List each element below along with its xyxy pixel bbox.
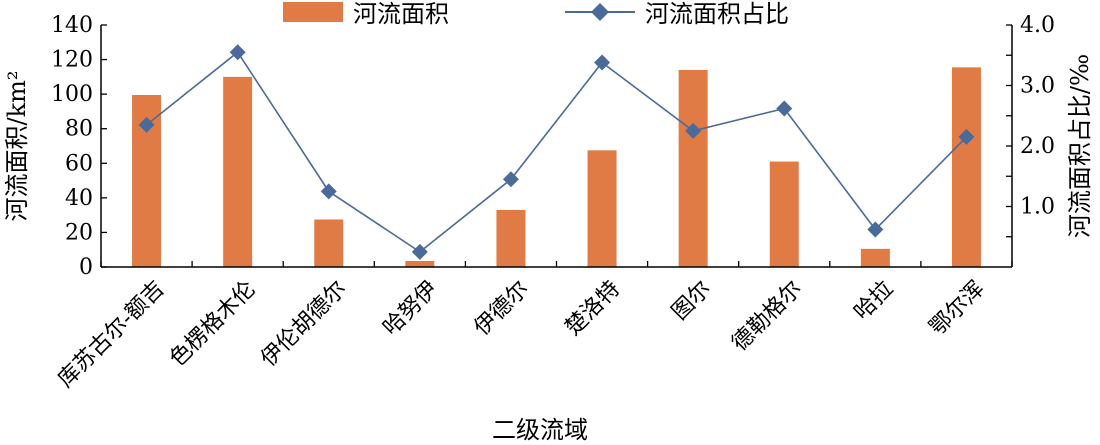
legend-label-ratio: 河流面积占比 — [645, 0, 789, 28]
x-axis-title: 二级流域 — [492, 416, 588, 444]
bar-6 — [678, 69, 708, 267]
ratio-point-4 — [502, 171, 519, 188]
left-tick-label-7: 140 — [51, 13, 93, 38]
legend-label-area: 河流面积 — [353, 0, 449, 28]
ratio-point-2 — [320, 183, 337, 200]
bar-3 — [405, 260, 435, 267]
x-tick-label-5: 楚洛特 — [561, 276, 625, 340]
ratio-point-0 — [138, 116, 155, 133]
right-tick-label-2: 3.0 — [1020, 74, 1055, 99]
legend: 河流面积 河流面积占比 — [283, 0, 789, 28]
left-tick-label-0: 0 — [79, 255, 93, 280]
legend-swatch-area — [283, 2, 343, 22]
left-tick-label-3: 60 — [65, 151, 93, 176]
x-tick-label-7: 德勒格尔 — [727, 276, 807, 356]
right-axis-title: 河流面积占比/‰ — [1066, 54, 1094, 238]
bar-2 — [314, 219, 344, 267]
bar-4 — [496, 209, 526, 267]
x-tick-label-8: 哈拉 — [850, 276, 899, 325]
ratio-point-9 — [958, 128, 975, 145]
x-tick-label-6: 图尔 — [667, 276, 716, 325]
left-tick-label-2: 40 — [65, 186, 93, 211]
bar-7 — [769, 161, 799, 267]
right-tick-label-1: 2.0 — [1020, 134, 1055, 159]
x-tick-label-3: 哈努伊 — [378, 276, 442, 340]
x-tick-label-0: 库苏古尔-额吉 — [53, 276, 169, 392]
bar-5 — [587, 150, 617, 267]
x-tick-label-1: 色楞格木伦 — [165, 276, 260, 371]
legend-marker-ratio — [591, 3, 609, 21]
ratio-point-7 — [776, 100, 793, 117]
left-tick-label-6: 120 — [51, 48, 93, 73]
left-tick-label-5: 100 — [51, 82, 93, 107]
ratio-point-3 — [411, 243, 428, 260]
ratio-point-8 — [867, 221, 884, 238]
ratio-point-6 — [685, 122, 702, 139]
x-tick-label-4: 伊德尔 — [470, 276, 534, 340]
left-tick-label-4: 80 — [65, 117, 93, 142]
ratio-point-5 — [594, 54, 611, 71]
x-tick-label-2: 伊伦胡德尔 — [256, 276, 351, 371]
left-axis-title: 河流面积/km² — [3, 70, 31, 221]
left-tick-label-1: 20 — [65, 220, 93, 245]
right-tick-label-3: 4.0 — [1020, 13, 1055, 38]
bar-9 — [951, 67, 981, 267]
x-tick-label-9: 鄂尔浑 — [925, 276, 989, 340]
bar-8 — [860, 248, 890, 267]
ratio-point-1 — [229, 44, 246, 61]
ratio-line — [146, 51, 968, 253]
bar-1 — [223, 76, 253, 267]
right-tick-label-0: 1.0 — [1020, 195, 1055, 220]
